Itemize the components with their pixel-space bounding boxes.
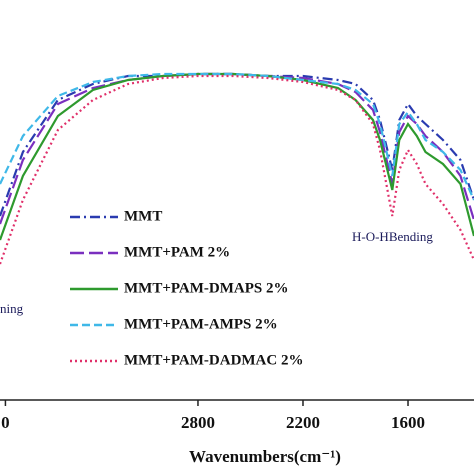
series-line bbox=[0, 74, 474, 265]
annotation: ning bbox=[0, 301, 24, 316]
legend-label: MMT+PAM-AMPS 2% bbox=[124, 316, 278, 332]
x-axis-label: Wavenumbers(cm⁻¹) bbox=[189, 447, 341, 466]
x-tick-label: 1600 bbox=[391, 413, 425, 432]
x-tick-label: 2800 bbox=[181, 413, 215, 432]
series-line bbox=[0, 72, 474, 217]
legend-label: MMT+PAM 2% bbox=[124, 244, 230, 260]
legend-label: MMT+PAM-DMAPS 2% bbox=[124, 280, 288, 296]
x-tick-label: 2200 bbox=[286, 413, 320, 432]
series-line bbox=[0, 72, 474, 225]
legend-label: MMT bbox=[124, 208, 162, 224]
series-line bbox=[0, 72, 474, 241]
series-line bbox=[0, 72, 474, 201]
legend-label: MMT+PAM-DADMAC 2% bbox=[124, 352, 303, 368]
annotation: H-O-HBending bbox=[352, 229, 433, 244]
x-tick-label: 0 bbox=[1, 413, 10, 432]
